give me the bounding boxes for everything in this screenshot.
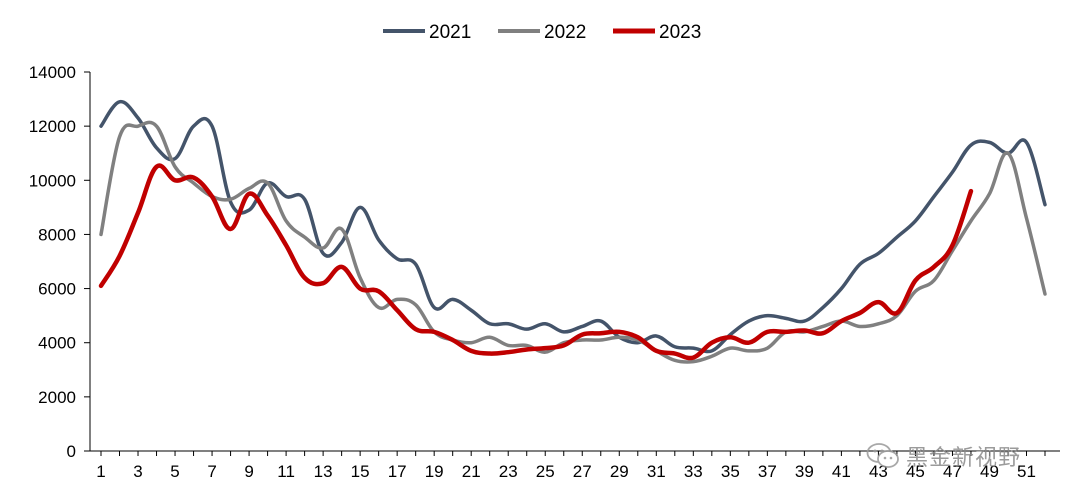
x-tick-label: 25: [536, 462, 555, 481]
y-tick-label: 10000: [29, 171, 76, 190]
x-tick-label: 11: [277, 462, 295, 481]
series-line-2021: [99, 99, 1047, 354]
x-tick-label: 49: [980, 462, 999, 481]
x-tick-label: 27: [573, 462, 592, 481]
y-tick-label: 2000: [38, 388, 76, 407]
y-tick-label: 8000: [38, 225, 76, 244]
x-tick-label: 5: [170, 462, 179, 481]
x-tick-label: 51: [1017, 462, 1036, 481]
y-tick-label: 4000: [38, 334, 76, 353]
x-tick-label: 47: [943, 462, 962, 481]
x-tick-label: 33: [684, 462, 703, 481]
x-tick-label: 21: [462, 462, 481, 481]
x-tick-label: 41: [832, 462, 851, 481]
watermark: 黑金新视野: [866, 440, 1021, 472]
y-tick-label: 12000: [29, 117, 76, 136]
legend-label-2023: 2023: [659, 22, 701, 43]
x-tick-label: 13: [314, 462, 333, 481]
watermark-text: 黑金新视野: [906, 446, 1022, 471]
plot-lines: [98, 99, 1047, 364]
x-tick-label: 3: [133, 462, 142, 481]
x-tick-label: 39: [795, 462, 814, 481]
series-line-2022: [99, 120, 1047, 364]
x-tick-label: 45: [906, 462, 925, 481]
wechat-icon: [866, 443, 899, 468]
x-tick-label: 35: [721, 462, 740, 481]
x-tick-label: 37: [758, 462, 777, 481]
x-tick-label: 23: [499, 462, 518, 481]
x-tick-label: 1: [96, 462, 105, 481]
series-line-2023: [98, 163, 974, 361]
y-tick-label: 6000: [38, 280, 76, 299]
x-tick-label: 29: [610, 462, 629, 481]
x-tick-label: 7: [207, 462, 216, 481]
legend-label-2022: 2022: [544, 22, 586, 43]
y-tick-label: 14000: [29, 63, 76, 82]
legend: 2021 2022 2023: [383, 22, 701, 43]
y-axis: 0 2000 4000 6000 8000 10000 12000 14000: [29, 63, 91, 461]
x-tick-label: 31: [647, 462, 666, 481]
x-axis: 1 3 5 7 9 11 13 15 17 19 21 23 25 27 29 31 33 35 37 39 41 43 4…: [90, 450, 1060, 481]
x-tick-label: 15: [351, 462, 370, 481]
legend-label-2021: 2021: [429, 22, 471, 43]
x-tick-label: 19: [425, 462, 444, 481]
y-tick-label: 0: [67, 442, 76, 461]
x-tick-label: 17: [388, 462, 407, 481]
x-tick-label: 9: [244, 462, 253, 481]
